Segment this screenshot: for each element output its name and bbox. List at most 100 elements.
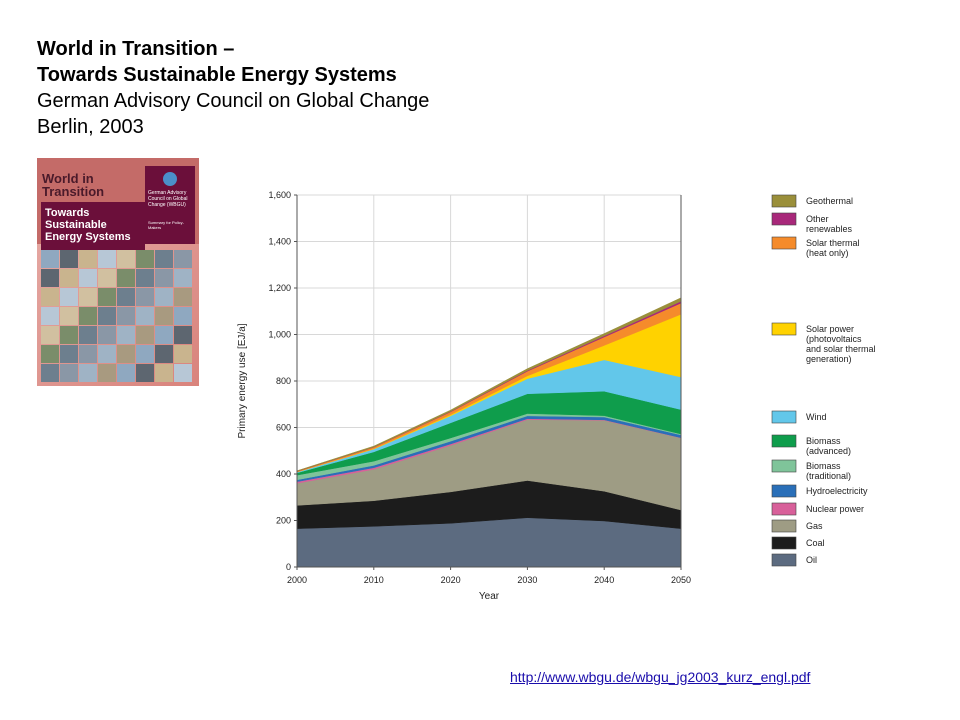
y-tick-label: 400 xyxy=(276,469,291,479)
cover-photo-tile xyxy=(155,326,173,344)
cover-photo-tile xyxy=(136,326,154,344)
legend-label: Geothermal xyxy=(806,196,853,206)
cover-photo-tile xyxy=(98,326,116,344)
cover-photo-tile xyxy=(60,269,78,287)
cover-photo-tile xyxy=(136,345,154,363)
legend-label: Hydroelectricity xyxy=(806,486,868,496)
cover-photo-tile xyxy=(41,326,59,344)
legend-swatch xyxy=(771,484,797,498)
legend-swatch xyxy=(771,434,797,448)
y-axis-title: Primary energy use [EJ/a] xyxy=(237,323,248,438)
cover-photo-tile xyxy=(174,269,192,287)
cover-photo-tile xyxy=(174,326,192,344)
cover-photo-tile xyxy=(155,250,173,268)
y-tick-label: 600 xyxy=(276,423,291,433)
chart-areas xyxy=(296,297,682,568)
cover-photo-tile xyxy=(41,345,59,363)
cover-photo-tile xyxy=(98,307,116,325)
x-tick-label: 2050 xyxy=(671,575,691,585)
cover-publisher-box: German Advisory Council on Global Change… xyxy=(145,166,195,244)
legend-label: and solar thermal xyxy=(806,344,876,354)
legend-label: Biomass xyxy=(806,461,841,471)
cover-photo-tile xyxy=(41,364,59,382)
legend-label: Other xyxy=(806,214,829,224)
legend-label: Solar power xyxy=(806,324,854,334)
cover-photo-tile xyxy=(136,288,154,306)
slide-header: World in Transition – Towards Sustainabl… xyxy=(37,36,429,140)
report-cover-image: World in Transition Towards Sustainable … xyxy=(37,158,199,386)
cover-photo-tile xyxy=(60,345,78,363)
legend-label: Coal xyxy=(806,538,825,548)
cover-photo-tile xyxy=(98,288,116,306)
y-tick-label: 0 xyxy=(286,562,291,572)
legend-label: Gas xyxy=(806,521,823,531)
cover-photo-tile xyxy=(174,307,192,325)
cover-summary: Summary for Policy-Makers xyxy=(148,220,185,230)
legend-label: Nuclear power xyxy=(806,504,864,514)
legend-swatch xyxy=(771,236,797,250)
cover-photo-tile xyxy=(155,345,173,363)
cover-photo-tile xyxy=(60,326,78,344)
cover-photo-tile xyxy=(136,269,154,287)
cover-photo-tile xyxy=(60,364,78,382)
legend-swatch xyxy=(771,322,797,336)
x-tick-label: 2010 xyxy=(364,575,384,585)
legend-swatch xyxy=(771,553,797,567)
legend-label: Wind xyxy=(806,412,827,422)
cover-photo-tile xyxy=(98,250,116,268)
cover-subtitle: Towards Sustainable Energy Systems xyxy=(45,207,131,243)
cover-photo-tile xyxy=(174,288,192,306)
legend-label: generation) xyxy=(806,354,852,364)
legend-swatch xyxy=(771,459,797,473)
y-tick-label: 1,200 xyxy=(268,283,291,293)
cover-publisher: German Advisory Council on Global Change… xyxy=(148,190,188,208)
x-axis-title: Year xyxy=(479,591,500,602)
legend-label: Oil xyxy=(806,555,817,565)
y-tick-label: 1,600 xyxy=(268,190,291,200)
cover-photo-tile xyxy=(41,307,59,325)
cover-photo-tile xyxy=(117,269,135,287)
x-tick-label: 2020 xyxy=(441,575,461,585)
cover-photo-tile xyxy=(41,288,59,306)
date-line: Berlin, 2003 xyxy=(37,116,144,138)
title-line-2: Towards Sustainable Energy Systems xyxy=(37,64,397,86)
cover-photo-tile xyxy=(79,288,97,306)
legend-swatch xyxy=(771,410,797,424)
y-tick-label: 1,400 xyxy=(268,237,291,247)
cover-photo-tile xyxy=(136,364,154,382)
cover-photo-tile xyxy=(41,269,59,287)
legend-label: (traditional) xyxy=(806,471,851,481)
legend-label: (advanced) xyxy=(806,446,851,456)
y-tick-label: 800 xyxy=(276,376,291,386)
legend-swatch xyxy=(771,212,797,226)
cover-photo-tile xyxy=(79,364,97,382)
legend-swatch xyxy=(771,502,797,516)
source-link[interactable]: http://www.wbgu.de/wbgu_jg2003_kurz_engl… xyxy=(510,669,811,685)
y-tick-label: 1,000 xyxy=(268,330,291,340)
cover-photo-tile xyxy=(79,326,97,344)
cover-photo-tile xyxy=(117,307,135,325)
cover-photo-tile xyxy=(98,345,116,363)
cover-photo-tile xyxy=(174,345,192,363)
legend-label: (photovoltaics xyxy=(806,334,862,344)
cover-photo-tile xyxy=(98,364,116,382)
cover-photo-mosaic xyxy=(41,250,195,382)
cover-photo-tile xyxy=(60,307,78,325)
cover-photo-tile xyxy=(79,307,97,325)
cover-photo-tile xyxy=(79,345,97,363)
x-tick-label: 2000 xyxy=(287,575,307,585)
cover-photo-tile xyxy=(117,250,135,268)
energy-chart-svg: 0 200 400 600 800 1,000 1,200 1,400 1,600 2000 201… xyxy=(237,190,876,602)
title-line-1: World in Transition – xyxy=(37,38,235,60)
cover-photo-tile xyxy=(98,269,116,287)
cover-photo-tile xyxy=(79,269,97,287)
cover-photo-tile xyxy=(155,364,173,382)
y-tick-label: 200 xyxy=(276,516,291,526)
cover-photo-tile xyxy=(117,326,135,344)
x-tick-label: 2040 xyxy=(594,575,614,585)
energy-chart: 0 200 400 600 800 1,000 1,200 1,400 1,600 2000 201… xyxy=(231,185,901,606)
cover-photo-tile xyxy=(155,288,173,306)
legend-swatch xyxy=(771,194,797,208)
cover-photo-tile xyxy=(155,307,173,325)
